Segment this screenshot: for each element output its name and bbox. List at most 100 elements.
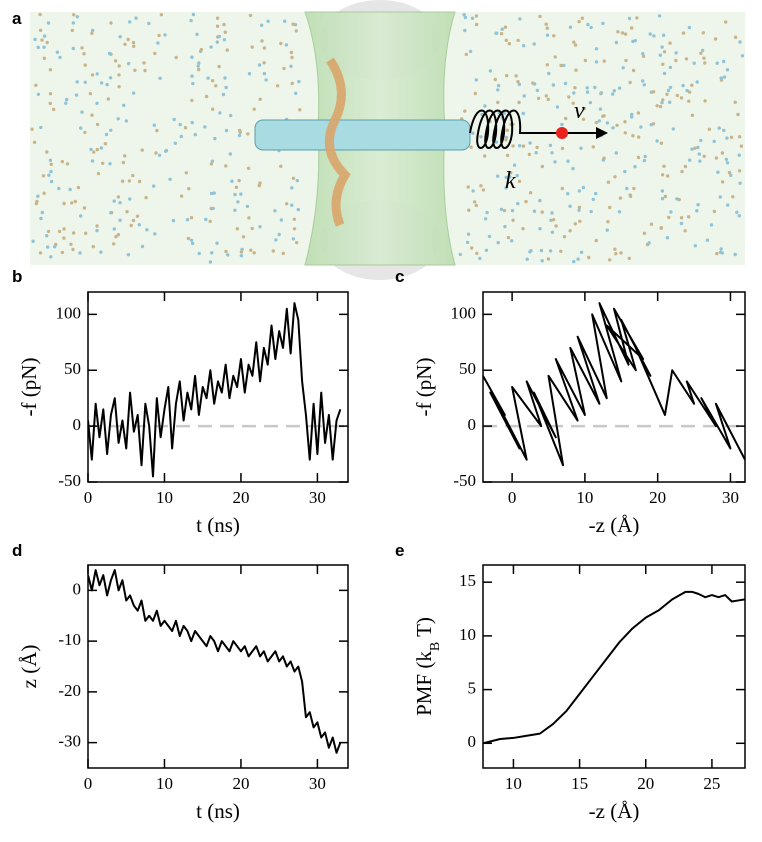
ion <box>510 208 515 213</box>
ion <box>702 154 706 158</box>
ion <box>586 22 590 27</box>
ion <box>733 252 737 257</box>
ion <box>112 242 116 246</box>
ion <box>178 122 182 127</box>
ion <box>125 210 129 214</box>
ion <box>211 107 215 111</box>
ion <box>740 54 745 58</box>
y-axis-label-part: T) <box>412 617 436 642</box>
ion <box>466 232 471 236</box>
ion <box>589 25 593 30</box>
ion <box>240 247 244 252</box>
ion <box>121 160 126 165</box>
y-axis-label: -f (pN) <box>412 358 436 417</box>
panel-label: d <box>12 541 22 560</box>
ion <box>463 15 468 20</box>
ion <box>109 211 113 215</box>
ion <box>31 239 35 243</box>
ion <box>46 245 50 249</box>
ion <box>126 37 130 42</box>
ion <box>95 122 100 127</box>
ion <box>571 101 575 106</box>
spring <box>469 109 560 149</box>
ion <box>40 38 44 42</box>
ion <box>483 104 487 108</box>
data-line <box>483 590 745 745</box>
ion <box>163 33 167 37</box>
ion <box>245 204 250 209</box>
ion <box>172 117 176 122</box>
ion <box>687 25 692 30</box>
ion <box>257 183 261 188</box>
ion <box>289 50 294 55</box>
ion <box>291 176 296 180</box>
ion <box>60 250 64 255</box>
ion <box>500 27 504 31</box>
ion <box>118 35 122 39</box>
ion <box>79 126 83 130</box>
ion <box>687 215 691 219</box>
ion <box>583 58 588 63</box>
ion <box>605 228 609 232</box>
ion <box>535 88 540 93</box>
ion <box>636 111 641 115</box>
ion <box>83 63 87 67</box>
ion <box>619 251 623 255</box>
ion <box>42 56 46 60</box>
ion <box>156 41 160 45</box>
ion <box>496 84 501 88</box>
ion <box>247 72 252 76</box>
illustration: v k a <box>12 0 745 280</box>
ion <box>42 45 46 49</box>
ion <box>611 92 615 96</box>
ion <box>667 215 671 220</box>
ion <box>71 46 76 51</box>
ion <box>279 164 283 168</box>
ion <box>208 260 213 264</box>
ion <box>601 21 605 26</box>
ion <box>247 216 251 220</box>
ion <box>725 136 729 140</box>
ion <box>189 238 194 242</box>
y-axis-label-part: B <box>428 642 443 651</box>
ion <box>191 12 196 17</box>
ion <box>239 192 243 196</box>
ion <box>651 90 656 94</box>
ion <box>239 250 244 254</box>
ion <box>295 178 299 183</box>
ion <box>203 125 207 129</box>
ion <box>621 66 625 70</box>
ion <box>612 89 616 93</box>
ion <box>129 223 133 228</box>
ion <box>675 197 679 201</box>
ion <box>662 164 666 168</box>
ion <box>631 134 635 138</box>
ion <box>560 186 564 191</box>
ion <box>727 170 732 175</box>
ion <box>210 251 214 255</box>
ion <box>567 95 571 99</box>
ion <box>518 17 522 21</box>
ion <box>659 226 663 230</box>
ion <box>532 82 537 86</box>
y-tick-label: 0 <box>73 415 82 434</box>
ion <box>618 196 623 200</box>
ion <box>122 103 126 108</box>
ion <box>606 220 610 224</box>
ion <box>196 67 201 72</box>
ion <box>544 22 548 26</box>
ion <box>250 45 254 49</box>
y-axis-label-part: PMF (k <box>412 651 436 716</box>
ion <box>241 235 246 239</box>
ion <box>131 40 136 45</box>
ion <box>577 208 581 212</box>
ion <box>538 14 542 19</box>
ion <box>697 152 701 156</box>
ion <box>143 68 147 73</box>
ion <box>72 13 76 17</box>
ion <box>544 94 548 98</box>
ion <box>617 210 622 214</box>
ion <box>674 58 678 63</box>
ion <box>574 68 578 72</box>
y-tick-label: 50 <box>459 359 476 378</box>
